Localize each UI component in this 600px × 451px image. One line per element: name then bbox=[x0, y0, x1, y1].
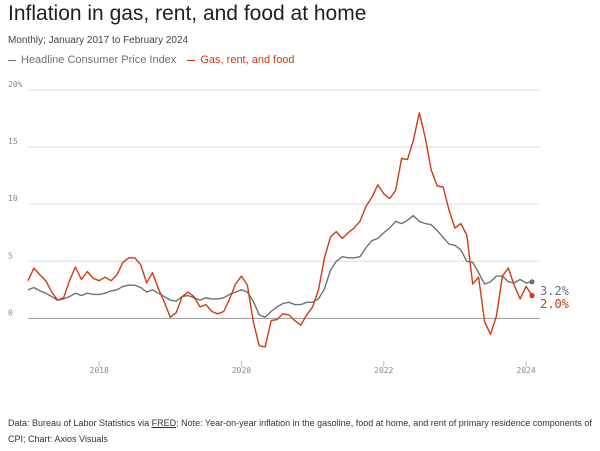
end-label-gas-rent-food: 2.0% bbox=[540, 297, 570, 311]
series-line-gas-rent-food bbox=[27, 112, 533, 348]
y-tick-label-15: 15 bbox=[8, 137, 18, 146]
x-tick-label-2022: 2022 bbox=[374, 366, 393, 375]
end-marker-gas-rent-food bbox=[529, 292, 535, 299]
series-line-cpi bbox=[27, 214, 533, 318]
chart-title: Inflation in gas, rent, and food at home bbox=[8, 2, 367, 25]
legend-label-cpi: Headline Consumer Price Index bbox=[21, 54, 177, 66]
line-chart: 0 5 10 15 20% 2018 2020 2022 2024 3.2%2.0% bbox=[8, 80, 570, 375]
x-tick-label-2020: 2020 bbox=[232, 366, 251, 375]
fred-link[interactable]: FRED bbox=[151, 418, 177, 428]
legend-item-gas-rent-food: Gas, rent, and food bbox=[187, 54, 295, 66]
y-tick-label-0: 0 bbox=[8, 308, 13, 317]
legend-swatch-gas-rent-food bbox=[187, 59, 196, 61]
legend-item-cpi: Headline Consumer Price Index bbox=[8, 54, 176, 66]
x-tick-label-2024: 2024 bbox=[516, 366, 535, 375]
footer-prefix: Data: Bureau of Labor Statistics via bbox=[8, 418, 152, 428]
x-tick-label-2018: 2018 bbox=[90, 366, 109, 375]
chart-subtitle: Monthly; January 2017 to February 2024 bbox=[8, 35, 189, 46]
legend-swatch-cpi bbox=[8, 59, 16, 61]
y-tick-label-5: 5 bbox=[8, 251, 13, 260]
footer-suffix: ; Note: Year-on-year inflation in the ga… bbox=[8, 418, 592, 444]
chart-footer: Data: Bureau of Labor Statistics via FRE… bbox=[8, 415, 593, 447]
chart-legend: Headline Consumer Price Index Gas, rent,… bbox=[8, 54, 303, 66]
end-marker-cpi bbox=[529, 279, 535, 285]
legend-label-gas-rent-food: Gas, rent, and food bbox=[200, 54, 295, 66]
y-tick-label-20: 20% bbox=[8, 80, 23, 89]
end-label-cpi: 3.2% bbox=[540, 284, 570, 298]
y-tick-label-10: 10 bbox=[8, 194, 18, 203]
